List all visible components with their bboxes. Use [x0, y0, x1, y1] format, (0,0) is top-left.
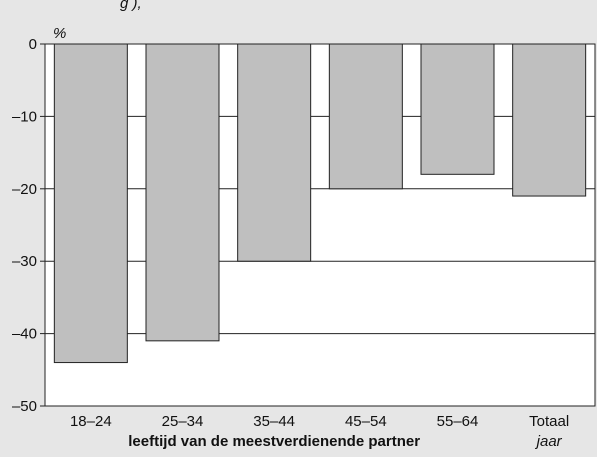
x-tick-label: 35–44 — [253, 413, 295, 430]
y-tick-label: –20 — [12, 181, 37, 198]
plot-area — [45, 44, 595, 406]
y-tick-label: 0 — [29, 36, 37, 53]
y-axis-ticks: 0 –10 –20 –30 –40 –50 — [12, 36, 45, 415]
y-tick-label: –40 — [12, 326, 37, 343]
bar — [53, 43, 128, 364]
bar — [420, 43, 495, 175]
bar — [237, 43, 312, 262]
x-tick-label: 45–54 — [345, 413, 387, 430]
x-axis-label: leeftijd van de meestverdienende partner — [128, 433, 420, 450]
header-fragment: g ), — [120, 0, 142, 12]
y-tick-label: –30 — [12, 253, 37, 270]
x-axis-sublabel: jaar — [535, 433, 563, 450]
y-tick-label: –10 — [12, 108, 37, 125]
plot-frame — [44, 43, 596, 407]
bar — [145, 43, 220, 342]
x-tick-label: 25–34 — [162, 413, 204, 430]
bars — [53, 43, 587, 364]
x-tick-label: Totaal — [529, 413, 569, 430]
x-tick-label: 55–64 — [437, 413, 479, 430]
y-axis-unit: % — [53, 25, 66, 42]
gridlines — [45, 115, 595, 335]
bar — [328, 43, 403, 190]
x-axis-ticks: 18–24 25–34 35–44 45–54 55–64 Totaal — [70, 413, 569, 430]
y-tick-label: –50 — [12, 398, 37, 415]
x-tick-label: 18–24 — [70, 413, 112, 430]
bar — [512, 43, 587, 197]
